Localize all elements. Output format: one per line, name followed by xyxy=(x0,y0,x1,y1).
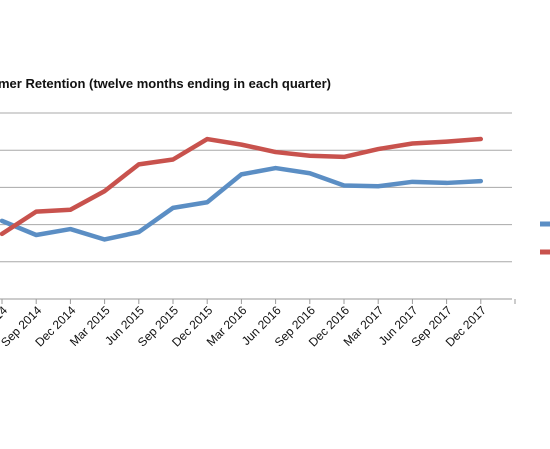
series-lines xyxy=(0,136,484,242)
chart-title: mer Retention (twelve months ending in e… xyxy=(0,76,331,91)
series-line-2 xyxy=(0,136,484,237)
series-line-1 xyxy=(0,165,484,242)
x-tick-label: 14 xyxy=(0,303,10,323)
legend xyxy=(540,221,550,255)
gridlines xyxy=(0,112,512,300)
